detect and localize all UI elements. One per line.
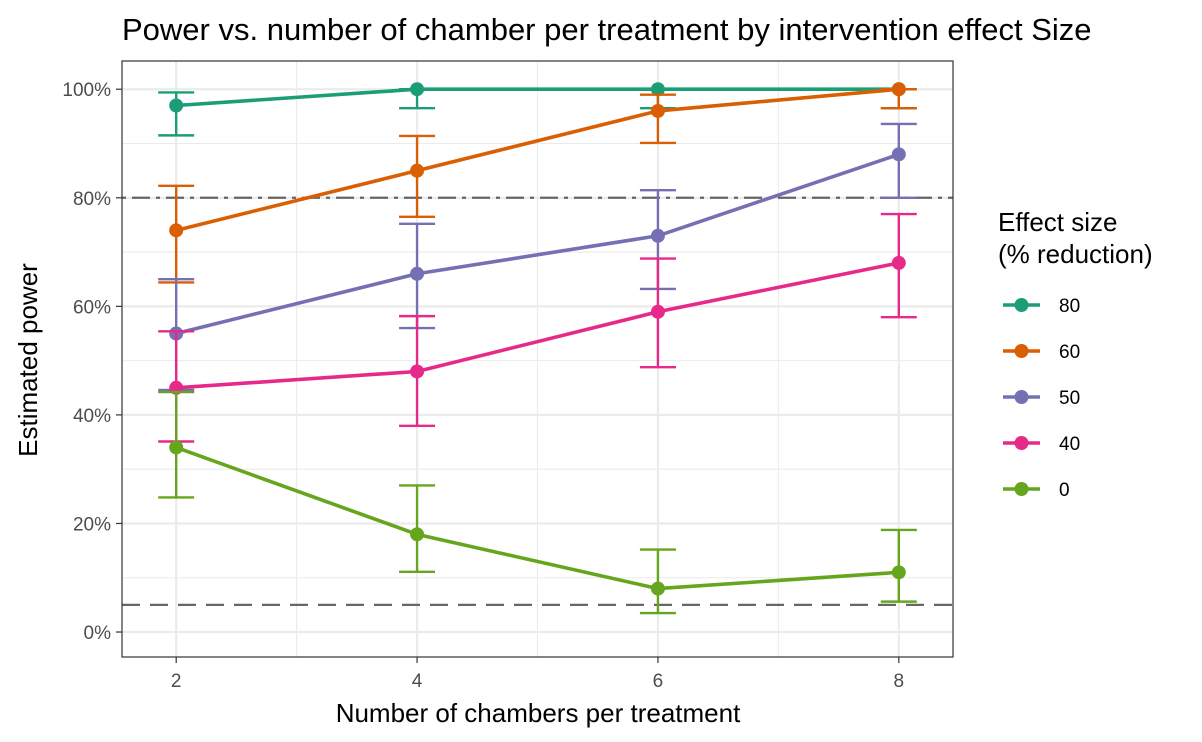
legend-key-point: [1014, 344, 1029, 358]
data-point: [410, 82, 425, 97]
data-point: [891, 255, 906, 270]
series-line: [175, 152, 900, 336]
series-layer: [158, 82, 917, 615]
legend-key-point: [1014, 482, 1029, 496]
data-point: [169, 440, 184, 455]
legend-label: 40: [1059, 434, 1080, 455]
legend-label: 80: [1059, 296, 1080, 317]
chart-title: Power vs. number of chamber per treatmen…: [122, 12, 1092, 47]
data-point: [650, 103, 665, 118]
y-tick-label: 0%: [84, 623, 112, 644]
data-point: [650, 228, 665, 243]
data-point: [891, 82, 906, 97]
x-tick-label: 8: [894, 671, 905, 692]
x-tick-label: 6: [653, 671, 664, 692]
legend-key-point: [1014, 298, 1029, 312]
legend-item-80: 80: [1003, 296, 1080, 317]
data-point: [169, 98, 184, 113]
legend-item-40: 40: [1003, 434, 1080, 455]
legend-title-line1: Effect size: [998, 207, 1117, 237]
y-tick-label: 80%: [73, 189, 111, 210]
series-0: [158, 390, 917, 615]
x-axis-title: Number of chambers per treatment: [336, 698, 741, 728]
data-point: [410, 527, 425, 542]
legend-item-50: 50: [1003, 388, 1080, 409]
legend-key-point: [1014, 390, 1029, 404]
data-point: [650, 581, 665, 596]
y-tick-label: 100%: [62, 80, 111, 101]
data-point: [650, 304, 665, 319]
legend-item-0: 0: [1003, 480, 1070, 501]
data-point: [410, 266, 425, 281]
data-point: [891, 565, 906, 580]
error-bar: [639, 548, 676, 615]
axes: 0% 20% 40% 60% 80% 100% 2 4 6 8: [62, 80, 904, 692]
y-tick-label: 20%: [73, 514, 111, 535]
y-tick-label: 60%: [73, 297, 111, 318]
plot-panel-border: [121, 60, 954, 658]
y-tick-label: 40%: [73, 406, 111, 427]
x-tick-label: 2: [171, 671, 182, 692]
x-tick-label: 4: [412, 671, 423, 692]
legend-label: 50: [1059, 388, 1080, 409]
grid: [122, 61, 953, 657]
legend-items: 80 60 50 40 0: [1003, 296, 1080, 501]
series-line: [175, 445, 899, 591]
legend-label: 60: [1059, 342, 1080, 363]
data-point: [891, 147, 906, 162]
legend-key-point: [1014, 436, 1029, 450]
error-bar: [639, 93, 676, 145]
legend-label: 0: [1059, 480, 1070, 501]
reference-lines: [122, 196, 953, 606]
legend-title-line2: (% reduction): [998, 239, 1153, 269]
data-point: [410, 163, 425, 178]
series-line: [176, 87, 899, 108]
data-point: [650, 82, 665, 97]
series-line: [176, 261, 900, 390]
data-point: [169, 223, 184, 238]
data-point: [410, 364, 425, 379]
legend: Effect size (% reduction) 80 60 50 40 0: [998, 207, 1153, 501]
series-line: [175, 87, 899, 233]
legend-item-60: 60: [1003, 342, 1080, 363]
y-axis-title: Estimated power: [13, 263, 43, 457]
